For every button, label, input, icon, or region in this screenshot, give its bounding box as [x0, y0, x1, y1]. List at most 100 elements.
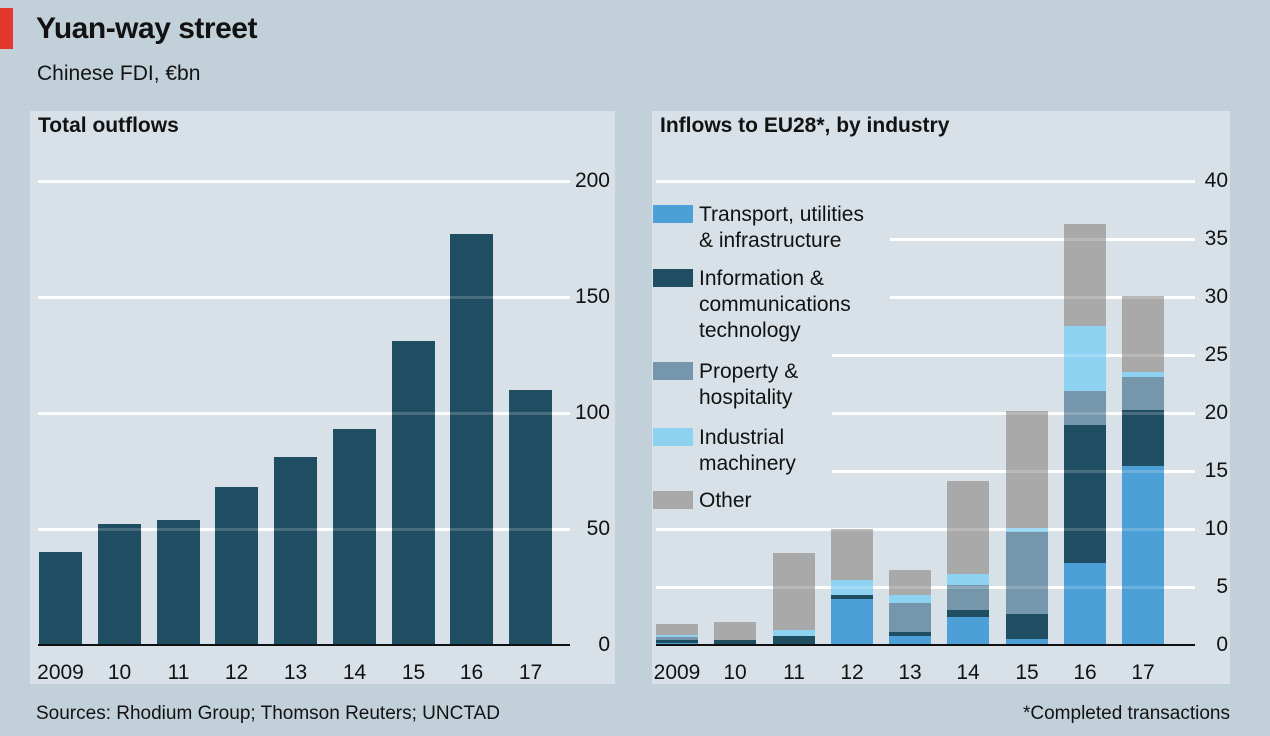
y-tick-label-200: 200 — [574, 169, 610, 192]
y-tick-label-25: 25 — [1204, 343, 1228, 366]
bar-segment-other-15 — [1006, 411, 1048, 529]
right-chart-title: Inflows to EU28*, by industry — [660, 114, 950, 137]
x-tick-label-17: 17 — [1131, 661, 1155, 684]
x-tick-label-12: 12 — [224, 661, 249, 684]
bar-segment-property-2009 — [656, 636, 698, 640]
bar-segment-transport-16 — [1064, 562, 1106, 645]
bar-segment-ict-12 — [831, 595, 873, 599]
bar-segment-other-13 — [889, 569, 931, 596]
gridline-40 — [656, 179, 1195, 183]
legend-label-property: Property & hospitality — [699, 360, 799, 409]
gridline-overlay-40 — [656, 179, 1195, 183]
bar-segment-machinery-12 — [831, 580, 873, 596]
y-tick-label-40: 40 — [1204, 169, 1228, 192]
panel-total-outflows: Total outflows 0 50 100 150 200 2009 10 11 12 13 1… — [30, 111, 615, 684]
bar-segment-other-2009 — [656, 623, 698, 635]
y-tick-label-50: 50 — [586, 517, 610, 540]
bar-segment-property-13 — [889, 603, 931, 633]
bar-segment-machinery-16 — [1064, 326, 1106, 391]
x-tick-label-11: 11 — [783, 661, 805, 684]
gridline-overlay-50 — [38, 527, 570, 531]
left-chart-title: Total outflows — [38, 114, 179, 137]
y-tick-label-35: 35 — [1204, 227, 1228, 250]
bar-segment-other-16 — [1064, 223, 1106, 326]
gridline-overlay-5 — [656, 585, 1195, 589]
y-tick-label-30: 30 — [1204, 285, 1228, 308]
bar-segment-property-15 — [1006, 532, 1048, 614]
x-tick-label-16: 16 — [459, 661, 484, 684]
bar-2009 — [39, 552, 82, 645]
legend-swatch-transport — [653, 205, 693, 223]
bar-segment-other-11 — [773, 553, 815, 630]
bar-13 — [274, 457, 317, 645]
y-tick-label-100: 100 — [574, 401, 610, 424]
bar-segment-ict-17 — [1122, 409, 1164, 467]
bar-17 — [509, 389, 552, 645]
bar-segment-machinery-2009 — [656, 634, 698, 637]
x-tick-label-2009: 2009 — [37, 661, 84, 684]
legend-swatch-ict — [653, 269, 693, 287]
x-tick-label-10: 10 — [723, 661, 747, 684]
bar-segment-transport-14 — [947, 617, 989, 645]
x-tick-label-11: 11 — [167, 661, 190, 684]
gridline-overlay-30 — [890, 295, 1195, 299]
legend-label-transport: Transport, utilities & infrastructure — [699, 203, 864, 252]
x-tick-label-15: 15 — [1015, 661, 1039, 684]
y-tick-label-0: 0 — [598, 633, 610, 656]
bar-segment-other-10 — [714, 621, 756, 641]
gridline-150 — [38, 295, 570, 299]
bar-14 — [333, 429, 376, 645]
x-tick-label-17: 17 — [518, 661, 543, 684]
gridline-30 — [890, 295, 1195, 299]
bar-segment-machinery-17 — [1122, 371, 1164, 378]
bar-segment-transport-15 — [1006, 639, 1048, 645]
gridline-10 — [656, 527, 1195, 531]
sources-note: Sources: Rhodium Group; Thomson Reuters;… — [36, 703, 500, 724]
gridline-35 — [890, 237, 1195, 241]
bar-11 — [157, 519, 200, 645]
legend: Transport, utilities & infrastructure Inf… — [652, 111, 1230, 684]
bar-segment-transport-17 — [1122, 466, 1164, 645]
bar-segment-ict-14 — [947, 610, 989, 618]
bar-10 — [98, 524, 141, 645]
bar-segment-ict-10 — [714, 640, 756, 644]
y-tick-label-15: 15 — [1204, 459, 1228, 482]
x-axis-line — [656, 644, 1195, 646]
bar-segment-machinery-13 — [889, 595, 931, 604]
x-tick-label-14: 14 — [956, 661, 980, 684]
bar-segment-property-16 — [1064, 390, 1106, 425]
gridline-200 — [38, 179, 570, 183]
legend-swatch-machinery — [653, 428, 693, 446]
gridline-25 — [832, 353, 1195, 357]
bar-segment-property-17 — [1122, 377, 1164, 410]
gridline-overlay-200 — [38, 179, 570, 183]
bar-segment-machinery-11 — [773, 629, 815, 637]
x-tick-label-13: 13 — [283, 661, 308, 684]
bar-15 — [392, 341, 435, 645]
x-axis-line — [38, 644, 570, 646]
gridline-overlay-150 — [38, 295, 570, 299]
x-tick-label-2009: 2009 — [653, 661, 701, 684]
bar-segment-ict-2009 — [656, 639, 698, 644]
legend-swatch-property — [653, 362, 693, 380]
y-tick-label-5: 5 — [1216, 575, 1228, 598]
bar-segment-ict-15 — [1006, 613, 1048, 640]
bar-12 — [215, 487, 258, 645]
gridline-overlay-10 — [656, 527, 1195, 531]
legend-label-ict: Information & communications technology — [699, 267, 851, 342]
gridline-overlay-25 — [832, 353, 1195, 357]
bar-segment-machinery-14 — [947, 574, 989, 585]
bar-segment-transport-12 — [831, 598, 873, 645]
gridline-overlay-20 — [832, 411, 1195, 415]
chart-title: Yuan-way street — [36, 12, 257, 45]
bar-segment-ict-13 — [889, 632, 931, 636]
bar-segment-ict-16 — [1064, 424, 1106, 563]
x-tick-label-15: 15 — [401, 661, 426, 684]
chart-subtitle: Chinese FDI, €bn — [37, 62, 201, 85]
y-tick-label-20: 20 — [1204, 401, 1228, 424]
y-tick-label-0: 0 — [1216, 633, 1228, 656]
legend-swatch-other — [653, 491, 693, 509]
bar-16 — [450, 234, 493, 645]
bar-segment-other-17 — [1122, 296, 1164, 372]
